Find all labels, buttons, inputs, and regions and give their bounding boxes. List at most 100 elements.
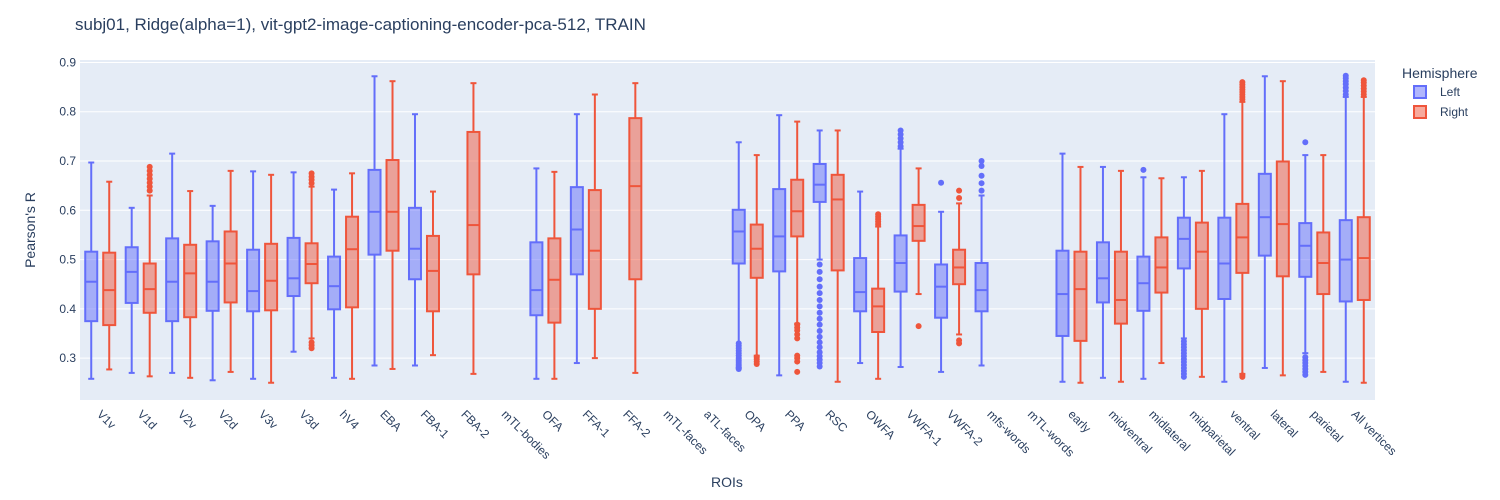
chart-title: subj01, Ridge(alpha=1), vit-gpt2-image-c… [75,15,646,34]
box-right-eba [385,80,400,370]
x-tick-label: V2d [216,407,241,432]
box-left-ofa [529,167,544,380]
box-right-v3d [304,170,319,352]
outlier-point [794,368,801,375]
iqr-box [772,188,787,273]
legend-item-left[interactable]: Left [1413,85,1461,99]
x-tick-label: V1v [94,407,119,432]
y-axis-ticks: 0.3 0.4 0.5 0.6 0.7 0.8 0.9 [59,55,76,365]
y-tick-label: 0.9 [59,55,76,69]
iqr-box [529,241,544,317]
x-tick-label: FBA-1 [418,407,452,441]
outlier-point [938,179,945,186]
outlier-point [875,211,882,218]
outlier-point [915,323,922,330]
outlier-point [1360,77,1367,84]
box-left-midparietal [1176,176,1191,380]
outlier-point [816,296,823,303]
box-right-ffa-1 [587,93,602,360]
iqr-box [466,130,481,276]
x-tick-label: early [1065,407,1093,435]
x-tick-label: FFA-1 [580,407,613,440]
outlier-point [816,339,823,346]
outlier-point [816,309,823,316]
outlier-point [978,187,985,194]
x-tick-label: EBA [377,407,404,434]
iqr-box [1194,221,1209,310]
box-right-opa [749,154,764,368]
box-right-owfa [871,211,886,380]
box-left-parietal [1298,139,1313,378]
outlier-point [816,276,823,283]
iqr-box [569,186,584,276]
outlier-point [816,283,823,290]
iqr-box [790,178,805,238]
outlier-point [816,303,823,310]
y-axis-title: Pearson's R [22,192,38,268]
outlier-point [816,349,823,356]
iqr-box [223,230,238,304]
box-right-vwfa-2 [952,187,967,347]
box-left-v3d [286,171,301,353]
x-tick-label: V3v [256,407,281,432]
iqr-box [345,215,360,309]
x-tick-label: PPA [782,407,808,433]
box-left-vwfa-2 [934,179,949,373]
box-right-v2d [223,169,238,373]
legend-swatch [1413,105,1427,119]
legend-item-right[interactable]: Right [1413,105,1469,119]
legend-title: Hemisphere [1402,65,1478,81]
iqr-box [1154,236,1169,294]
box-right-midlateral [1154,177,1169,365]
x-tick-label: V2v [175,407,200,432]
box-left-v1v [84,161,99,380]
box-left-ffa-1 [569,113,584,365]
y-tick-label: 0.8 [59,105,76,119]
iqr-box [830,173,845,272]
y-tick-label: 0.4 [59,302,76,316]
box-right-lateral [1275,80,1290,377]
box-right-rsc [830,129,845,383]
box-left-hv4 [327,188,342,379]
outlier-point [1239,79,1246,86]
legend[interactable]: Hemisphere Left Right [1402,65,1478,119]
outlier-point [735,340,742,347]
iqr-box [286,236,301,298]
outlier-point [753,354,760,361]
iqr-box [425,234,440,313]
iqr-box [183,243,198,319]
legend-items[interactable]: Left Right [1413,85,1469,119]
iqr-box [1298,222,1313,278]
outlier-point [1302,139,1309,146]
iqr-box [1338,219,1353,303]
iqr-box [1113,250,1128,325]
box-left-ppa [772,114,787,377]
y-tick-label: 0.3 [59,351,76,365]
x-tick-label: parietal [1308,407,1346,445]
iqr-box [1176,216,1191,270]
outlier-point [978,172,985,179]
iqr-box [385,159,400,252]
outlier-point [816,328,823,335]
box-left-lateral [1257,75,1272,369]
plot-background [80,60,1375,400]
box-right-ofa [547,170,562,380]
outlier-point [816,290,823,297]
iqr-box [246,248,261,313]
box-left-midlateral [1136,166,1151,380]
x-tick-label: VWFA-1 [903,407,945,449]
box-right-ventral [1235,79,1250,380]
outlier-point [816,344,823,351]
box-left-v3v [246,170,261,380]
iqr-box [1217,216,1232,300]
outlier-point [897,127,904,134]
box-right-early [1073,165,1088,384]
box-right-midventral [1113,169,1128,383]
outlier-point [308,339,315,346]
box-right-ppa [790,120,805,375]
outlier-point [816,268,823,275]
iqr-box [1095,241,1110,304]
outlier-point [816,321,823,328]
